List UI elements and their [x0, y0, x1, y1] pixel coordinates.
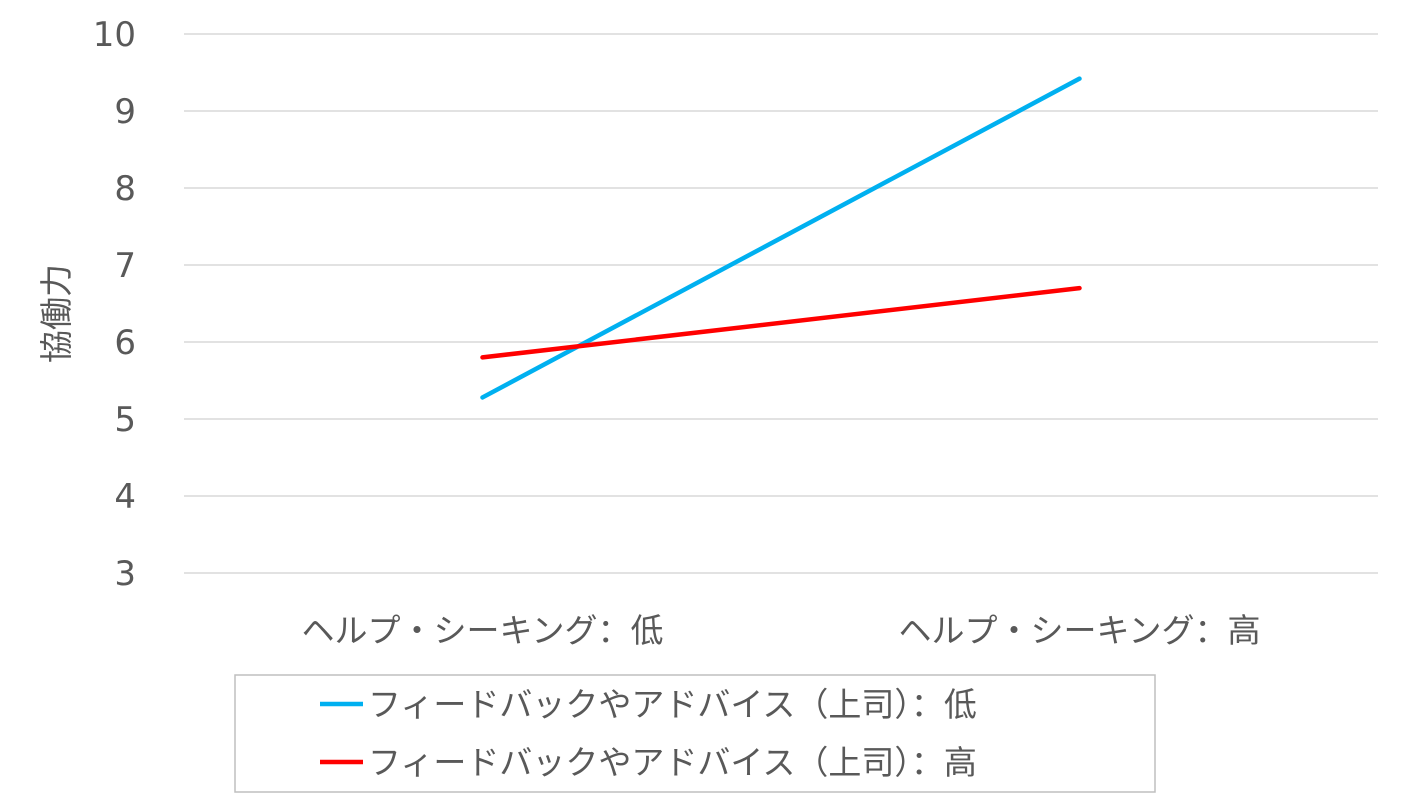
gridlines — [184, 33, 1378, 574]
series-line-1 — [480, 285, 1082, 360]
legend-label-1: フィードバックやアドバイス（上司）：高 — [368, 743, 977, 782]
x-axis-categories: ヘルプ・シーキング：低 ヘルプ・シーキング：高 — [301, 611, 1260, 650]
y-tick-label: 8 — [114, 169, 136, 209]
x-category-label: ヘルプ・シーキング：低 — [301, 611, 663, 650]
y-tick-label: 4 — [114, 477, 136, 517]
legend-label-0: フィードバックやアドバイス（上司）：低 — [368, 685, 977, 724]
y-tick-label: 10 — [93, 15, 136, 55]
series-line-0 — [480, 76, 1082, 400]
y-tick-label: 7 — [114, 246, 136, 286]
y-tick-label: 6 — [114, 323, 136, 363]
legend-box — [234, 674, 1156, 793]
y-tick-label: 9 — [114, 92, 136, 132]
y-axis-ticks: 3 4 5 6 7 8 9 10 — [93, 15, 136, 594]
y-tick-label: 5 — [114, 400, 136, 440]
y-tick-label: 3 — [114, 554, 136, 594]
series-lines — [480, 76, 1082, 400]
y-axis-title: 協働力 — [37, 264, 76, 363]
x-category-label: ヘルプ・シーキング：高 — [898, 611, 1260, 650]
